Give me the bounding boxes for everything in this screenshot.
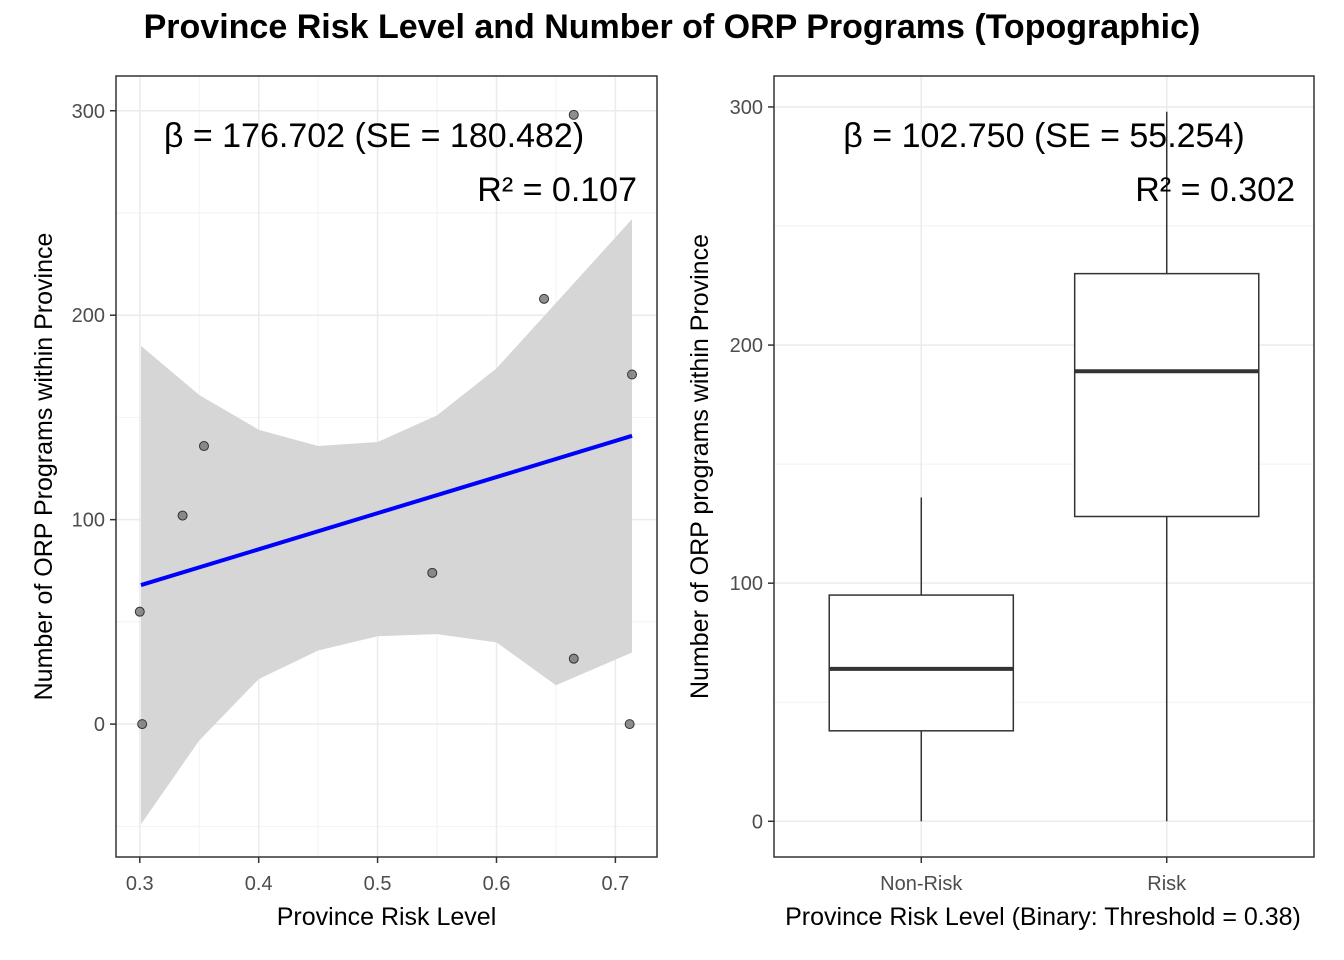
- y-tick-label: 100: [72, 510, 105, 532]
- beta-annotation: β = 102.750 (SE = 55.254): [843, 117, 1244, 155]
- y-tick-label: 0: [94, 714, 105, 736]
- y-axis-title: Number of ORP Programs within Province: [30, 233, 58, 701]
- data-point: [134, 606, 145, 617]
- data-point: [177, 510, 188, 521]
- scatter-panel: 0.3 0.4 0.5 0.6 0.7 0 100 200 300 Province Risk L…: [30, 75, 658, 931]
- data-point: [137, 719, 148, 730]
- data-point: [568, 109, 579, 120]
- page-title: Province Risk Level and Number of ORP Pr…: [143, 8, 1201, 46]
- data-point: [568, 653, 579, 664]
- y-axis-title: Number of ORP programs within Province: [686, 234, 714, 699]
- x-tick-label: 0.5: [364, 873, 392, 895]
- confidence-band: [140, 219, 633, 825]
- x-axis-title: Province Risk Level (Binary: Threshold =…: [785, 903, 1301, 931]
- data-point: [539, 293, 550, 304]
- boxplot-panel: Non-Risk Risk 0 100 200 300 Province Risk Leve…: [686, 75, 1315, 931]
- x-tick-label: Risk: [1147, 873, 1187, 895]
- box: [828, 594, 1015, 732]
- r2-annotation: R² = 0.302: [1135, 171, 1295, 209]
- data-point: [427, 567, 438, 578]
- x-tick-label: 0.7: [601, 873, 629, 895]
- y-tick-label: 0: [752, 811, 763, 833]
- panel-border: [115, 75, 658, 858]
- x-tick-label: 0.3: [126, 873, 154, 895]
- y-tick-label: 100: [730, 573, 763, 595]
- data-point: [627, 369, 638, 380]
- beta-annotation: β = 176.702 (SE = 180.482): [164, 117, 584, 155]
- y-tick-label: 300: [72, 101, 105, 123]
- data-point: [198, 441, 209, 452]
- y-tick-label: 200: [72, 305, 105, 327]
- regression-line: [140, 433, 633, 587]
- x-tick-label: 0.4: [245, 873, 273, 895]
- x-tick-label: 0.6: [483, 873, 511, 895]
- data-point: [624, 719, 635, 730]
- y-tick-label: 200: [730, 335, 763, 357]
- x-axis-title: Province Risk Level: [277, 903, 497, 931]
- x-tick-label: Non-Risk: [880, 873, 963, 895]
- r2-annotation: R² = 0.107: [477, 171, 637, 209]
- y-tick-label: 300: [730, 97, 763, 119]
- panel-border: [773, 75, 1315, 858]
- box: [1073, 272, 1260, 518]
